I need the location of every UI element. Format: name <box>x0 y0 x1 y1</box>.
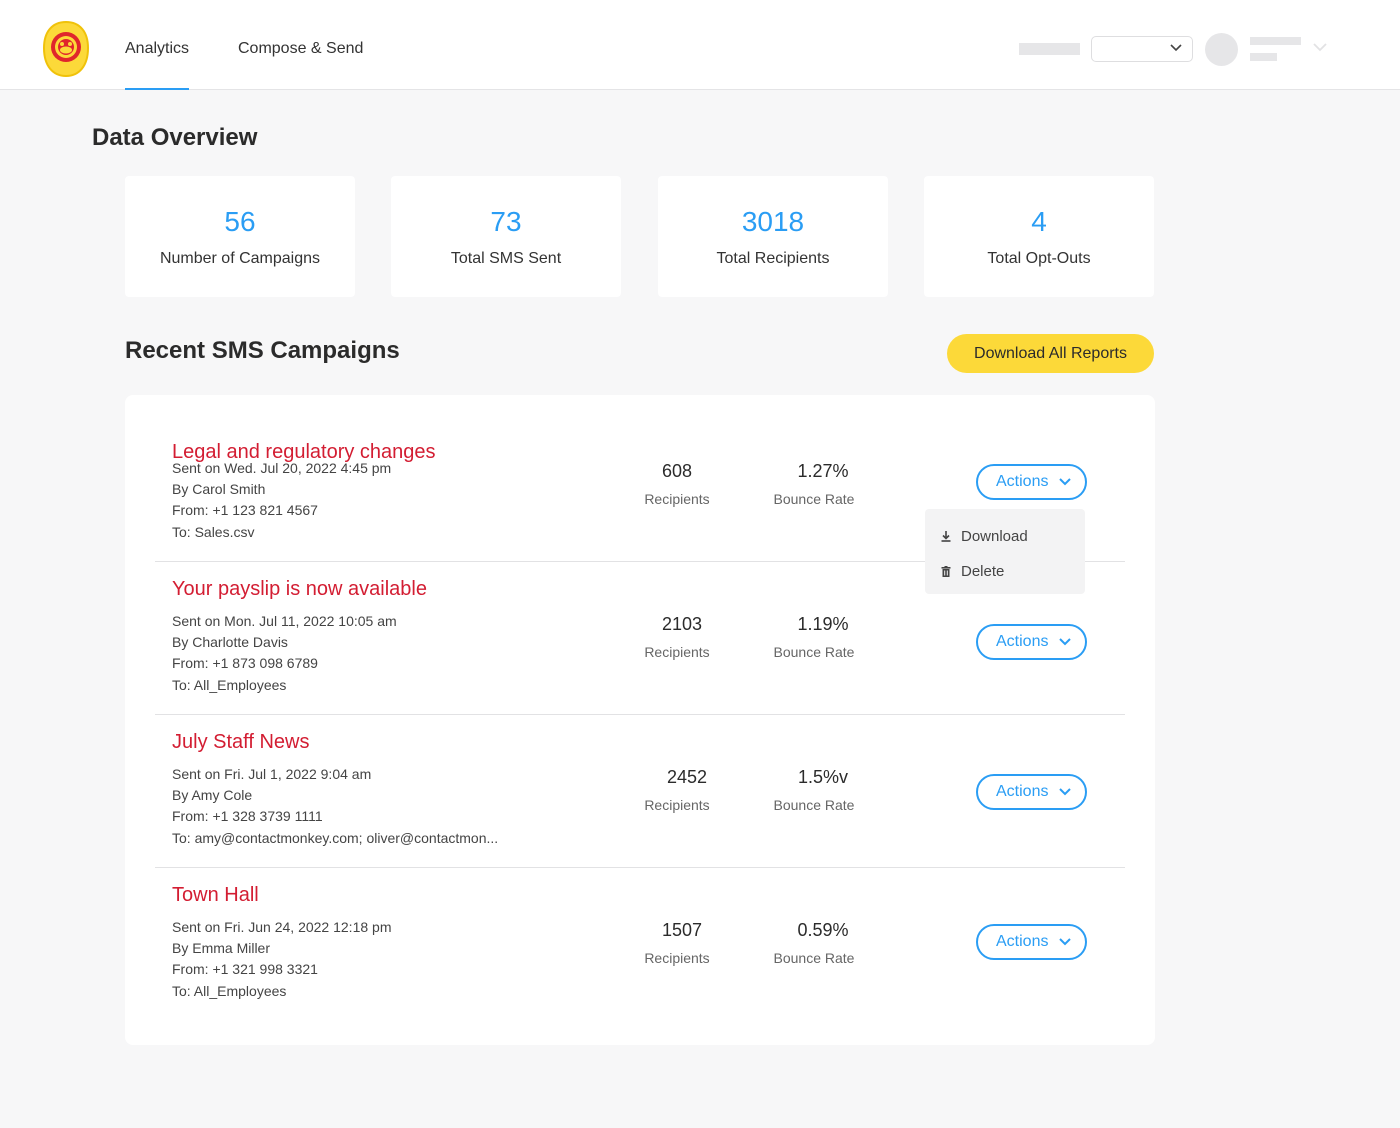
recipients-value: 2452 <box>666 767 708 787</box>
download-all-reports-button[interactable]: Download All Reports <box>947 334 1154 373</box>
chevron-down-icon <box>1059 788 1071 796</box>
recipients-value: 2103 <box>661 614 703 634</box>
recipients-value: 608 <box>661 461 693 481</box>
campaign-row: Legal and regulatory changes Sent on Wed… <box>155 409 1125 562</box>
stat-value: 73 <box>490 206 522 237</box>
page-title: Data Overview <box>92 124 258 151</box>
placeholder-text <box>1019 43 1080 55</box>
stat-label: Total Recipients <box>716 250 830 267</box>
campaign-row: July Staff News Sent on Fri. Jul 1, 2022… <box>155 715 1125 868</box>
row-divider <box>155 714 1125 715</box>
actions-label: Actions <box>996 933 1049 950</box>
campaign-to: To: amy@contactmonkey.com; oliver@contac… <box>172 830 499 846</box>
menu-item-label: Download <box>961 527 1028 545</box>
campaign-list: Legal and regulatory changes Sent on Wed… <box>125 395 1155 1045</box>
tab-compose-send[interactable]: Compose & Send <box>238 40 364 57</box>
trash-icon <box>941 565 951 577</box>
account-select[interactable] <box>1091 36 1193 62</box>
recipients-label: Recipients <box>644 950 710 966</box>
bounce-rate-label: Bounce Rate <box>773 950 855 966</box>
actions-label: Actions <box>996 633 1049 650</box>
campaign-row: Town Hall Sent on Fri. Jun 24, 2022 12:1… <box>155 868 1125 1021</box>
campaign-from: From: +1 123 821 4567 <box>172 502 318 518</box>
bounce-rate-value: 0.59% <box>797 920 849 940</box>
campaign-author: By Amy Cole <box>172 787 253 803</box>
stat-card-sms-sent: 73 Total SMS Sent <box>391 176 621 297</box>
menu-item-delete[interactable]: Delete <box>941 560 1004 582</box>
campaign-sent-date: Sent on Mon. Jul 11, 2022 10:05 am <box>172 613 397 629</box>
menu-item-download[interactable]: Download <box>941 525 1028 547</box>
stat-value: 3018 <box>741 206 805 237</box>
campaign-from: From: +1 328 3739 1111 <box>172 808 323 824</box>
section-title: Recent SMS Campaigns <box>125 337 400 364</box>
campaign-author: By Charlotte Davis <box>172 634 288 650</box>
recipients-label: Recipients <box>644 797 710 813</box>
placeholder-user-name <box>1250 37 1301 45</box>
download-icon <box>941 530 951 542</box>
bounce-rate-value: 1.19% <box>797 614 849 634</box>
bounce-rate-value: 1.27% <box>797 461 849 481</box>
campaign-to: To: All_Employees <box>172 677 287 693</box>
bounce-rate-label: Bounce Rate <box>773 797 855 813</box>
campaign-title[interactable]: July Staff News <box>172 731 310 753</box>
stat-card-opt-outs: 4 Total Opt-Outs <box>924 176 1154 297</box>
actions-button[interactable]: Actions <box>976 464 1087 500</box>
stat-card-recipients: 3018 Total Recipients <box>658 176 888 297</box>
chevron-down-icon <box>1170 44 1182 52</box>
actions-label: Actions <box>996 473 1049 490</box>
stat-value: 4 <box>1031 206 1047 237</box>
campaign-author: By Emma Miller <box>172 940 271 956</box>
chevron-down-icon <box>1059 638 1071 646</box>
campaign-sent-date: Sent on Fri. Jul 1, 2022 9:04 am <box>172 766 372 782</box>
campaign-row: Your payslip is now available Sent on Mo… <box>155 562 1125 715</box>
row-divider <box>155 561 1125 562</box>
campaign-title[interactable]: Town Hall <box>172 884 259 906</box>
menu-item-label: Delete <box>961 562 1005 580</box>
stat-label: Total Opt-Outs <box>987 250 1091 267</box>
recipients-label: Recipients <box>644 644 710 660</box>
actions-dropdown-menu: Download Delete <box>925 509 1085 594</box>
stat-label: Number of Campaigns <box>159 250 321 267</box>
actions-button[interactable]: Actions <box>976 924 1087 960</box>
bounce-rate-value: 1.5%v <box>797 767 849 787</box>
stat-label: Total SMS Sent <box>450 250 562 267</box>
placeholder-user-role <box>1250 53 1277 61</box>
chevron-down-icon <box>1059 938 1071 946</box>
chevron-down-icon <box>1059 478 1071 486</box>
avatar[interactable] <box>1205 33 1238 66</box>
actions-label: Actions <box>996 783 1049 800</box>
user-menu-chevron-icon[interactable] <box>1313 43 1327 52</box>
campaign-title[interactable]: Your payslip is now available <box>172 578 427 600</box>
campaign-from: From: +1 873 098 6789 <box>172 655 318 671</box>
contactmonkey-logo[interactable] <box>42 20 90 78</box>
campaign-sent-date: Sent on Wed. Jul 20, 2022 4:45 pm <box>172 460 392 476</box>
campaign-from: From: +1 321 998 3321 <box>172 961 318 977</box>
actions-button[interactable]: Actions <box>976 624 1087 660</box>
campaign-title[interactable]: Legal and regulatory changes <box>172 441 436 463</box>
campaign-to: To: Sales.csv <box>172 524 255 540</box>
campaign-author: By Carol Smith <box>172 481 266 497</box>
row-divider <box>155 867 1125 868</box>
stat-value: 56 <box>224 206 256 237</box>
actions-button[interactable]: Actions <box>976 774 1087 810</box>
tab-analytics[interactable]: Analytics <box>125 40 190 90</box>
bounce-rate-label: Bounce Rate <box>773 644 855 660</box>
campaign-to: To: All_Employees <box>172 983 287 999</box>
recipients-label: Recipients <box>644 491 710 507</box>
stat-card-campaigns: 56 Number of Campaigns <box>125 176 355 297</box>
recipients-value: 1507 <box>661 920 703 940</box>
top-navigation-bar: Analytics Compose & Send <box>0 0 1400 90</box>
bounce-rate-label: Bounce Rate <box>773 491 855 507</box>
campaign-sent-date: Sent on Fri. Jun 24, 2022 12:18 pm <box>172 919 392 935</box>
